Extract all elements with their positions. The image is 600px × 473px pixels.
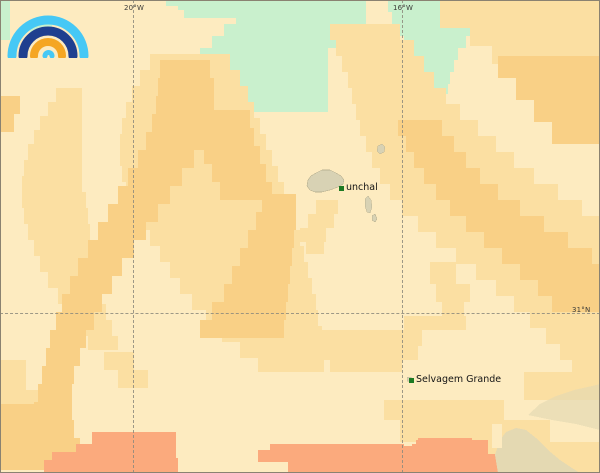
- rainbow-logo[interactable]: [7, 6, 89, 58]
- funchal-marker-dot: [339, 186, 344, 191]
- parallel-31n-label: 31°N: [572, 306, 591, 314]
- meridian-20w: [133, 0, 134, 473]
- meridian-20w-label: 20°W: [124, 4, 145, 12]
- meridian-16w-label: 16°W: [393, 4, 414, 12]
- parallel-31n: [0, 313, 600, 314]
- selvagem-grande-label: Selvagem Grande: [416, 374, 502, 385]
- funchal-label: unchal: [346, 182, 378, 193]
- selvagem-grande-marker-dot: [409, 378, 414, 383]
- meridian-16w: [402, 0, 403, 473]
